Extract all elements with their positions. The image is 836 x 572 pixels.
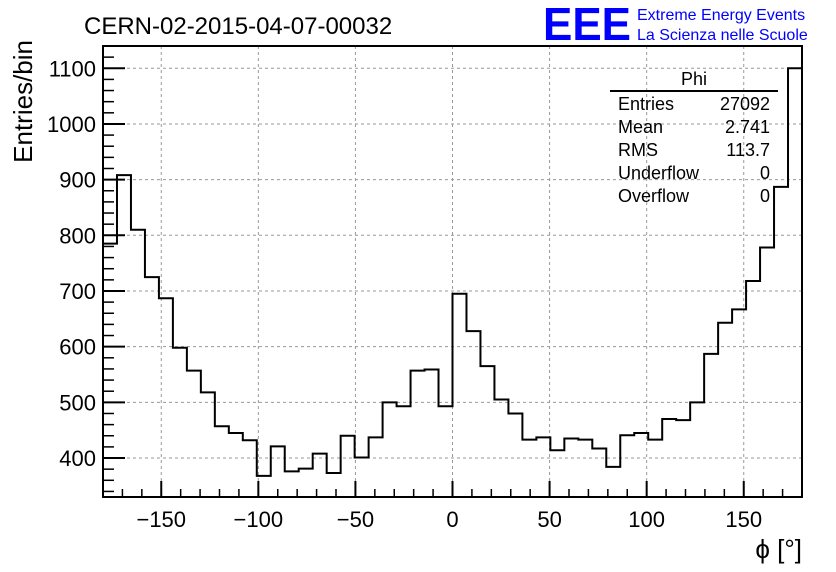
- x-tick-label: 150: [725, 507, 762, 532]
- stats-box-title: Phi: [681, 69, 707, 89]
- x-tick-label: 0: [446, 507, 458, 532]
- y-tick-label: 500: [59, 390, 96, 415]
- y-tick-label: 900: [59, 168, 96, 193]
- y-tick-label: 800: [59, 223, 96, 248]
- x-tick-label: −150: [136, 507, 186, 532]
- stats-mean-value: 2.741: [725, 117, 770, 137]
- x-tick-label: 50: [537, 507, 561, 532]
- y-tick-label: 600: [59, 335, 96, 360]
- stats-underflow-value: 0: [760, 163, 770, 183]
- stats-overflow-label: Overflow: [618, 186, 690, 206]
- stats-entries-label: Entries: [618, 94, 674, 114]
- y-tick-label: 700: [59, 279, 96, 304]
- x-tick-label: −50: [337, 507, 374, 532]
- y-tick-label: 1100: [49, 56, 96, 81]
- stats-underflow-label: Underflow: [618, 163, 700, 183]
- x-axis-label: ϕ [°]: [755, 534, 802, 564]
- eee-logo-line1: Extreme Energy Events: [637, 7, 805, 24]
- x-tick-label: 100: [628, 507, 665, 532]
- histogram-line: [103, 67, 802, 477]
- y-axis-label: Entries/bin: [8, 40, 38, 163]
- eee-logo-mark: EEE: [543, 0, 631, 50]
- y-tick-label: 1000: [47, 112, 96, 137]
- stats-rms-value: 113.7: [726, 140, 770, 160]
- eee-logo: EEE Extreme Energy Events La Scienza nel…: [543, 0, 808, 50]
- grid-lines: [103, 46, 802, 497]
- stats-rms-label: RMS: [618, 140, 658, 160]
- stats-mean-label: Mean: [618, 117, 663, 137]
- axis-ticks: −150 −100 −50 0 50 100 150 400 500 600 700 800 900 10…: [47, 45, 784, 532]
- eee-logo-line2: La Scienza nelle Scuole: [637, 27, 808, 44]
- stats-entries-value: 27092: [720, 94, 770, 114]
- stats-box: Phi Entries 27092 Mean 2.741 RMS 113.7 U…: [610, 69, 778, 206]
- x-tick-label: −100: [234, 507, 284, 532]
- y-tick-label: 400: [59, 446, 96, 471]
- stats-overflow-value: 0: [760, 186, 770, 206]
- chart-title: CERN-02-2015-04-07-00032: [84, 13, 392, 40]
